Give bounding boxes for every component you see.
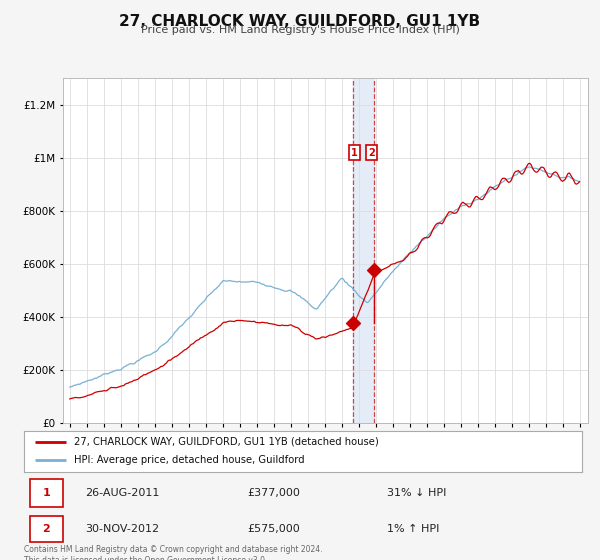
Text: 27, CHARLOCK WAY, GUILDFORD, GU1 1YB (detached house): 27, CHARLOCK WAY, GUILDFORD, GU1 1YB (de… xyxy=(74,437,379,447)
Text: 2: 2 xyxy=(43,524,50,534)
Text: Price paid vs. HM Land Registry's House Price Index (HPI): Price paid vs. HM Land Registry's House … xyxy=(140,25,460,35)
Text: 1: 1 xyxy=(351,148,358,157)
Text: £575,000: £575,000 xyxy=(247,524,300,534)
FancyBboxPatch shape xyxy=(29,516,63,542)
FancyBboxPatch shape xyxy=(29,479,63,507)
Point xyxy=(348,319,358,328)
Text: 31% ↓ HPI: 31% ↓ HPI xyxy=(387,488,446,498)
Text: 1% ↑ HPI: 1% ↑ HPI xyxy=(387,524,439,534)
Text: 26-AUG-2011: 26-AUG-2011 xyxy=(85,488,160,498)
Text: HPI: Average price, detached house, Guildford: HPI: Average price, detached house, Guil… xyxy=(74,455,305,465)
Text: Contains HM Land Registry data © Crown copyright and database right 2024.
This d: Contains HM Land Registry data © Crown c… xyxy=(24,545,323,560)
Text: £377,000: £377,000 xyxy=(247,488,300,498)
Text: 2: 2 xyxy=(368,148,375,157)
Text: 27, CHARLOCK WAY, GUILDFORD, GU1 1YB: 27, CHARLOCK WAY, GUILDFORD, GU1 1YB xyxy=(119,14,481,29)
Point xyxy=(370,266,379,275)
Bar xyxy=(353,78,374,423)
Text: 1: 1 xyxy=(43,488,50,498)
Text: 30-NOV-2012: 30-NOV-2012 xyxy=(85,524,160,534)
